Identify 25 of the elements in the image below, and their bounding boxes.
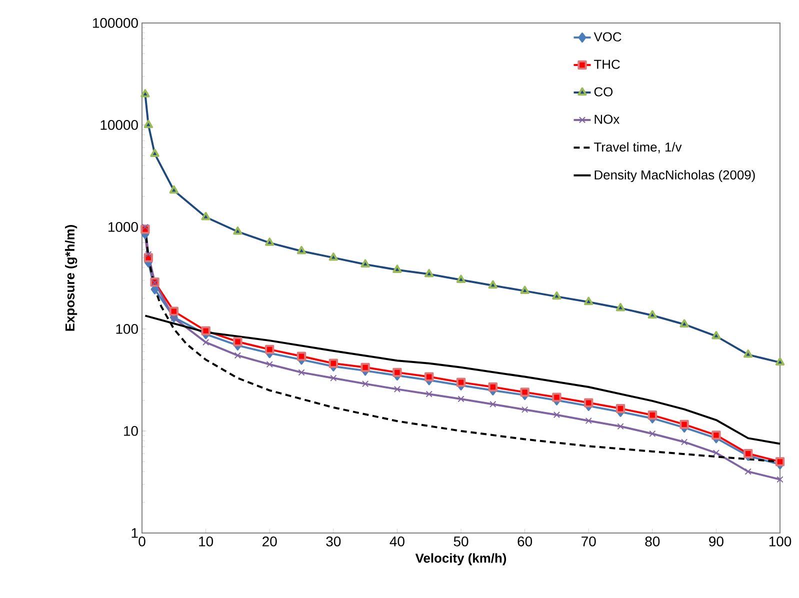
y-tick-label: 1000 (108, 222, 138, 232)
y-tick-label: 100 (116, 324, 138, 334)
legend-label: VOC (594, 32, 622, 42)
x-tick-label: 40 (390, 536, 404, 546)
x-tick-label: 80 (645, 536, 660, 546)
y-tick-label: 10 (124, 426, 138, 436)
legend-label: Density MacNicholas (2009) (594, 170, 755, 182)
legend-label: THC (594, 60, 620, 69)
legend-label: Travel time, 1/v (594, 142, 682, 154)
x-tick-label: 0 (138, 536, 146, 546)
x-tick-label: 90 (709, 536, 724, 546)
legend-label: CO (594, 87, 613, 96)
x-tick-label: 10 (199, 536, 214, 546)
x-tick-label: 30 (326, 536, 341, 546)
x-tick-label: 100 (769, 536, 792, 546)
x-tick-label: 60 (518, 536, 532, 546)
x-tick-label: 20 (262, 536, 277, 546)
y-tick-label: 1 (132, 528, 138, 538)
x-tick-label: 70 (582, 536, 596, 546)
x-axis-title: Velocity (km/h) (415, 553, 506, 566)
x-tick-label: 50 (454, 536, 468, 546)
legend-label: NOx (594, 114, 620, 124)
y-tick-label: 100000 (93, 18, 138, 28)
y-tick-label: 10000 (100, 120, 138, 130)
y-axis-title: Exposure (g*h/m) (65, 225, 78, 331)
